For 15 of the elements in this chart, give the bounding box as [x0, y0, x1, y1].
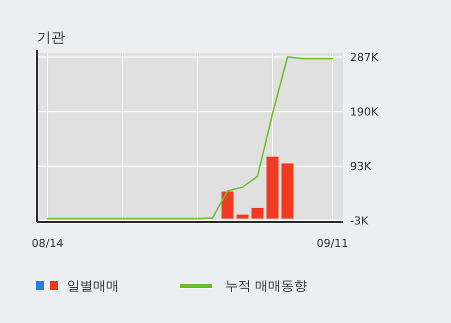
x-tick-label: 08/14	[32, 237, 64, 250]
y-tick-label: 190K	[350, 106, 379, 119]
y-tick-label: 93K	[350, 160, 372, 174]
legend-label: 누적 매매동향	[225, 279, 308, 294]
chart-title: 기관	[37, 30, 65, 46]
bar	[222, 192, 234, 219]
y-tick-label: -3K	[350, 214, 369, 228]
line-series	[46, 56, 334, 220]
y-tick-label: 287K	[350, 50, 379, 64]
x-tick-label: 09/11	[316, 237, 348, 250]
bar	[236, 214, 248, 219]
legend-label: 일별매매	[67, 279, 119, 294]
bar	[252, 208, 264, 219]
bar	[282, 163, 294, 219]
bar	[266, 156, 278, 219]
